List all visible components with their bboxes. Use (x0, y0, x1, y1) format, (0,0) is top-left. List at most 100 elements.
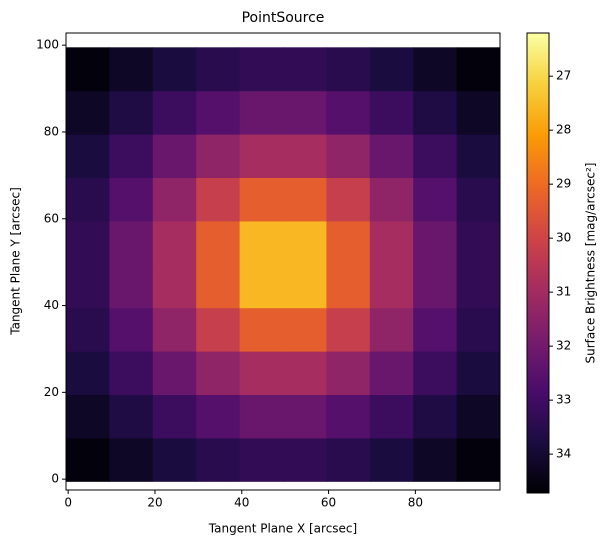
y-tick-label: 40 (44, 298, 59, 312)
x-tick-label: 20 (147, 496, 162, 510)
heatmap-cell (326, 90, 371, 135)
heatmap-cell (152, 47, 197, 92)
heatmap-cell (413, 307, 458, 352)
heatmap-cell (196, 47, 241, 92)
heatmap-cell (66, 47, 110, 92)
heatmap-cell (239, 307, 284, 352)
heatmap-cell (369, 134, 414, 179)
heatmap-cell (283, 264, 327, 309)
heatmap-cell (152, 220, 197, 265)
heatmap-cell (196, 307, 241, 352)
heatmap-cell (152, 394, 197, 439)
heatmap-cell (196, 220, 241, 265)
x-tick-label: 60 (321, 496, 336, 510)
colorbar-tick-label: 30 (556, 231, 571, 245)
heatmap-cell (369, 47, 414, 92)
heatmap-cell (413, 177, 458, 222)
heatmap-cell (239, 47, 284, 92)
y-axis-label: Tangent Plane Y [arcsec] (9, 187, 23, 336)
x-tick-label: 0 (64, 496, 72, 510)
heatmap-cell (369, 220, 414, 265)
heatmap-cell (283, 220, 327, 265)
colorbar (526, 32, 550, 494)
heatmap-cell (456, 437, 500, 482)
heatmap-cell (109, 220, 154, 265)
heatmap-cell (326, 134, 371, 179)
colorbar-tick-label: 27 (556, 69, 571, 83)
heatmap-cell (152, 437, 197, 482)
heatmap-cell (152, 90, 197, 135)
heatmap-cell (152, 134, 197, 179)
heatmap-cell (196, 394, 241, 439)
heatmap-cell (456, 351, 500, 396)
heatmap-cell (152, 307, 197, 352)
colorbar-tick-label: 28 (556, 123, 571, 137)
heatmap-cell (326, 47, 371, 92)
heatmap-cell (413, 264, 458, 309)
heatmap-cell (239, 264, 284, 309)
heatmap-cell (326, 220, 371, 265)
heatmap-cell (326, 351, 371, 396)
heatmap-cell (239, 394, 284, 439)
heatmap-cell (369, 177, 414, 222)
heatmap-cell (283, 394, 327, 439)
heatmap-cell (109, 394, 154, 439)
heatmap-cell (413, 220, 458, 265)
heatmap-cell (239, 220, 284, 265)
heatmap-cell (456, 307, 500, 352)
heatmap-cell (109, 437, 154, 482)
heatmap-cell (326, 394, 371, 439)
heatmap-cell (196, 90, 241, 135)
heatmap-cell (66, 437, 110, 482)
heatmap-cell (283, 307, 327, 352)
heatmap-cell (369, 394, 414, 439)
heatmap-cell (456, 264, 500, 309)
colorbar-label: Surface Brightness [mag/arcsec²] (584, 163, 598, 364)
heatmap-cell (413, 394, 458, 439)
heatmap-cell (326, 177, 371, 222)
heatmap-cell (283, 47, 327, 92)
heatmap-cell (413, 90, 458, 135)
heatmap-cell (196, 177, 241, 222)
colorbar-tick-label: 31 (556, 285, 571, 299)
x-tick-label: 40 (234, 496, 249, 510)
heatmap-cell (152, 177, 197, 222)
heatmap-cell (369, 437, 414, 482)
heatmap-cell (413, 134, 458, 179)
colorbar-tick-label: 34 (556, 447, 571, 461)
heatmap-cell (196, 134, 241, 179)
heatmap-cell (369, 264, 414, 309)
heatmap-cell (196, 437, 241, 482)
y-tick-label: 100 (36, 38, 59, 52)
heatmap-cell (283, 134, 327, 179)
heatmap-cell (413, 351, 458, 396)
heatmap-cell (413, 437, 458, 482)
heatmap-cell (66, 134, 110, 179)
heatmap-cell (369, 90, 414, 135)
heatmap-cell (369, 351, 414, 396)
y-tick-label: 60 (44, 211, 59, 225)
heatmap-cell (109, 90, 154, 135)
heatmap-cell (326, 264, 371, 309)
heatmap-cell (66, 220, 110, 265)
heatmap-cell (66, 351, 110, 396)
y-tick-label: 0 (51, 472, 59, 486)
y-tick-label: 80 (44, 124, 59, 138)
heatmap-cell (369, 307, 414, 352)
heatmap-cell (326, 437, 371, 482)
heatmap-cell (239, 437, 284, 482)
y-tick-label: 20 (44, 385, 59, 399)
heatmap-cell (283, 437, 327, 482)
colorbar-tick-label: 33 (556, 393, 571, 407)
heatmap-cell (239, 351, 284, 396)
heatmap-cell (456, 394, 500, 439)
heatmap-cell (66, 394, 110, 439)
heatmap-cell (152, 264, 197, 309)
heatmap-cell (66, 177, 110, 222)
heatmap-cell (109, 307, 154, 352)
heatmap-cell (326, 307, 371, 352)
heatmap-cell (109, 134, 154, 179)
heatmap-cell (109, 177, 154, 222)
heatmap-cell (109, 47, 154, 92)
